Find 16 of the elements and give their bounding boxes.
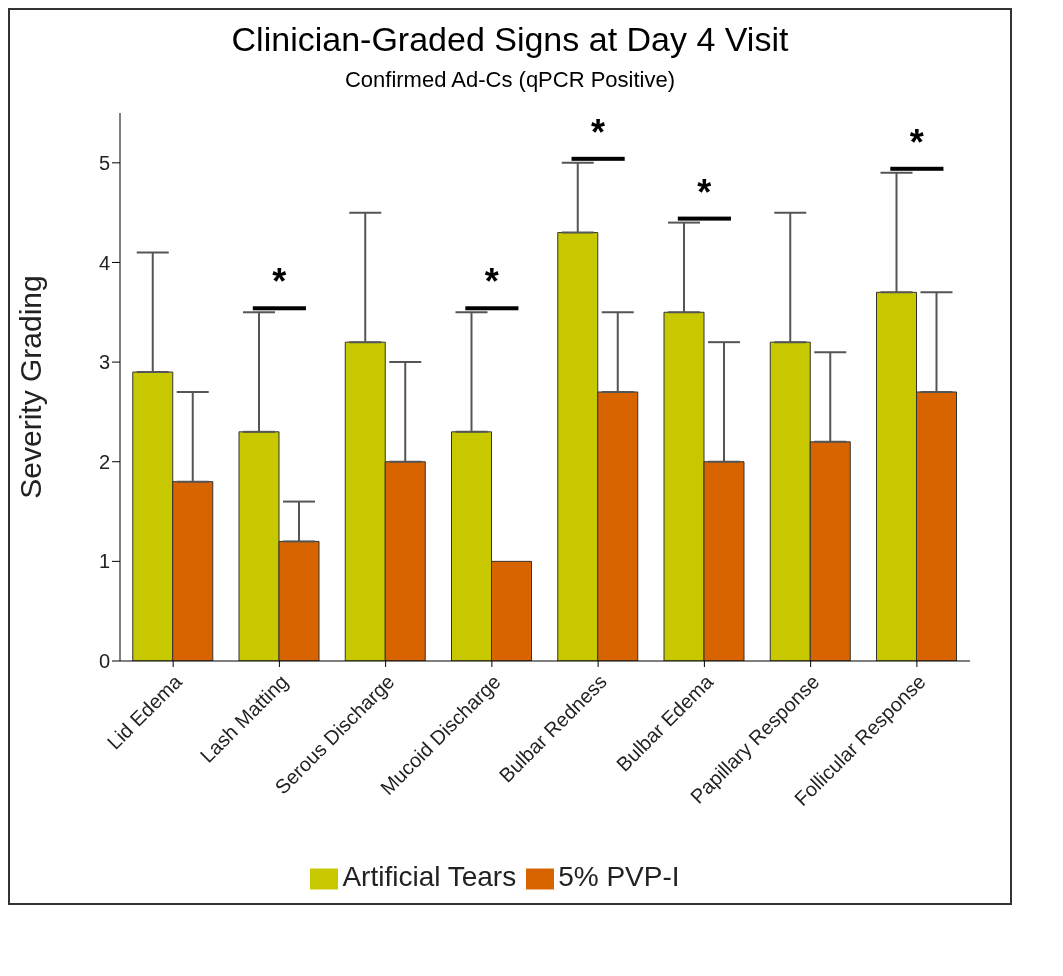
- annotation: *: [484, 261, 499, 303]
- y-tick-label: 2: [98, 450, 110, 473]
- annotation: *: [272, 261, 287, 303]
- annotation: *: [591, 111, 606, 153]
- chart-title: Clinician-Graded Signs at Day 4 Visit: [230, 20, 790, 59]
- y-tick-label: 5: [98, 151, 110, 174]
- y-axis-title: Severity Grading: [13, 275, 47, 499]
- y-tick-label: 3: [98, 351, 110, 374]
- annotation: *: [909, 121, 924, 163]
- y-tick-label: 4: [98, 251, 110, 274]
- legend-label: 5% PVP-I: [558, 861, 680, 892]
- y-tick-label: 0: [98, 650, 110, 673]
- y-tick-label: 1: [98, 550, 110, 573]
- chart-subtitle: Confirmed Ad-Cs (qPCR Positive): [343, 67, 677, 93]
- legend-label: Artificial Tears: [342, 861, 517, 892]
- annotation: *: [697, 171, 712, 213]
